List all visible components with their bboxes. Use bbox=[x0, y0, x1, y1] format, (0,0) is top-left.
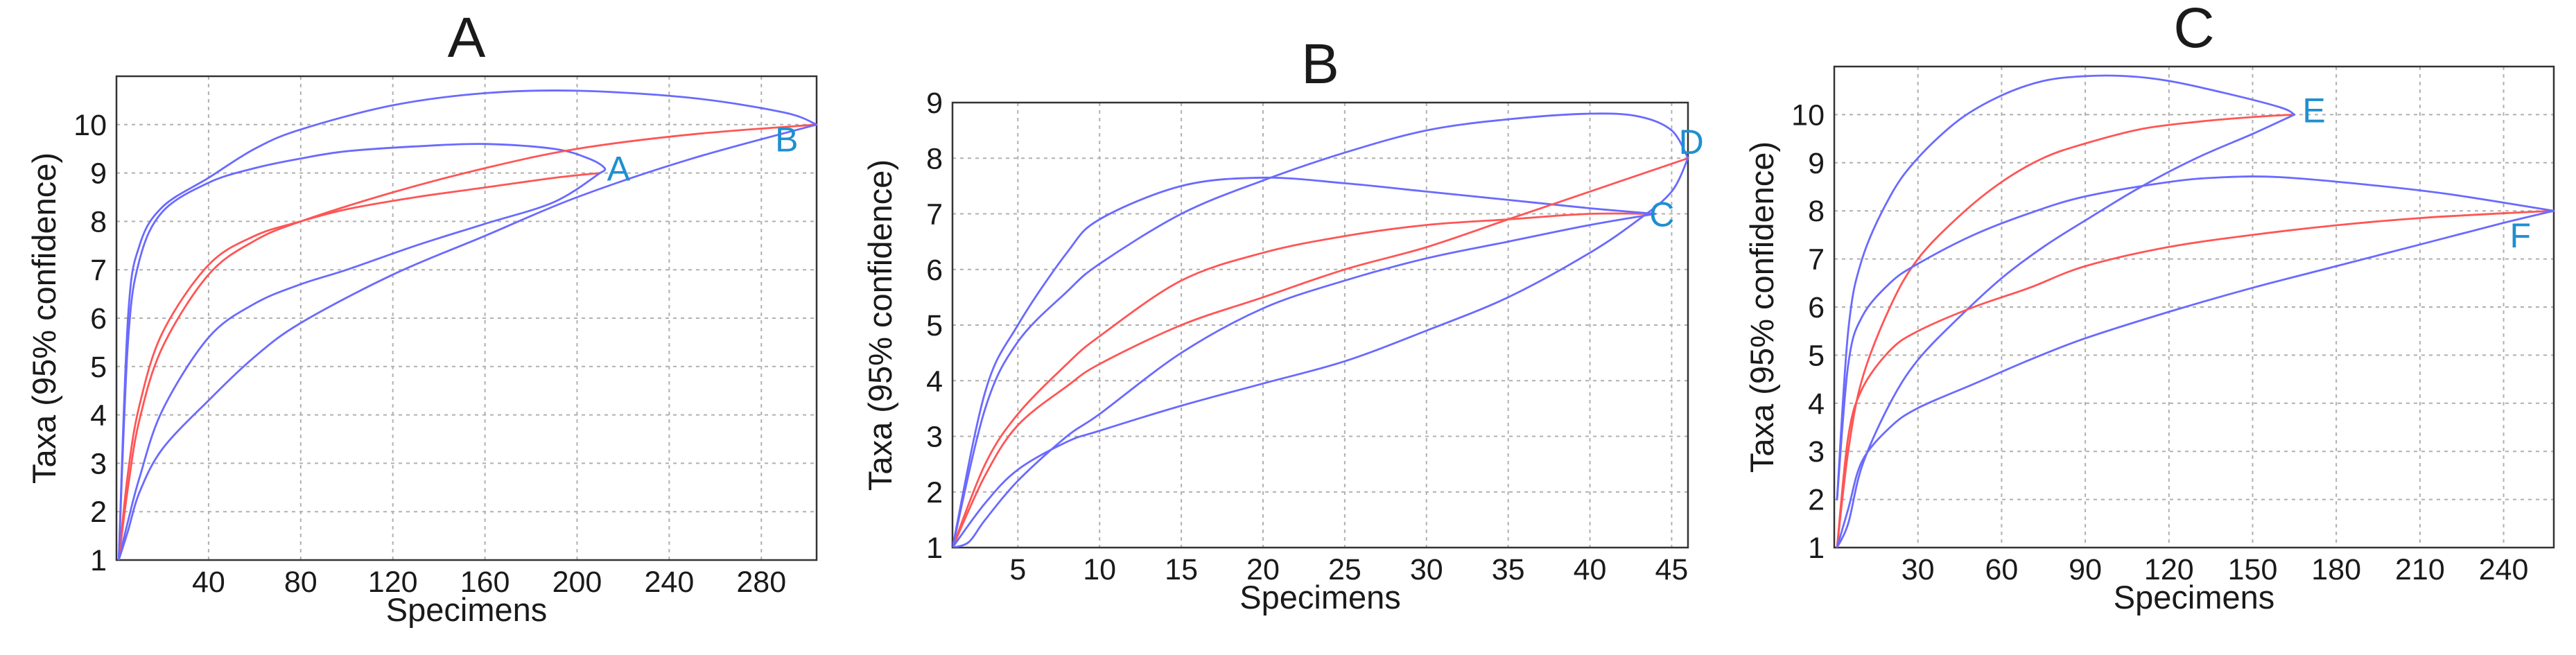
x-tick-label: 180 bbox=[2311, 553, 2361, 586]
x-tick-label: 25 bbox=[1328, 553, 1361, 586]
y-tick-label: 6 bbox=[90, 302, 107, 335]
curve-annotation: D bbox=[1679, 123, 1704, 161]
y-tick-label: 1 bbox=[1808, 532, 1825, 565]
y-axis-label: Taxa (95% confidence) bbox=[1743, 141, 1780, 473]
y-tick-label: 10 bbox=[73, 109, 107, 142]
chart-panel-b: 5 10 15 20 25 30 35 40 45123456789SpecimensTaxa … bbox=[862, 33, 1704, 615]
series-line-f-lower bbox=[1836, 209, 2555, 548]
series-line-b-mean bbox=[117, 123, 818, 560]
y-tick-label: 1 bbox=[90, 544, 107, 577]
x-tick-label: 40 bbox=[1574, 553, 1607, 586]
series-line-c-upper bbox=[952, 176, 1657, 548]
x-tick-label: 40 bbox=[192, 566, 225, 599]
curve-annotation: C bbox=[1649, 195, 1674, 234]
chart-title: C bbox=[2173, 0, 2214, 60]
y-tick-label: 9 bbox=[90, 157, 107, 191]
y-tick-label: 8 bbox=[1808, 195, 1825, 228]
series-line-c-lower bbox=[952, 213, 1657, 548]
x-tick-label: 30 bbox=[1410, 553, 1443, 586]
curve-annotation: F bbox=[2509, 216, 2531, 255]
curve-annotation: B bbox=[775, 121, 798, 159]
y-tick-label: 9 bbox=[926, 87, 943, 120]
x-axis-label: Specimens bbox=[1239, 579, 1401, 615]
x-tick-label: 30 bbox=[1901, 553, 1935, 586]
x-tick-label: 160 bbox=[460, 566, 510, 599]
chart-panel-c: 30 60 90 120 150 180 210 240 1 2 3 4 5 6 7 8 9 10 Specimen… bbox=[1743, 0, 2555, 615]
chart-title: B bbox=[1301, 33, 1339, 96]
y-tick-label: 2 bbox=[1808, 484, 1825, 517]
y-tick-label: 7 bbox=[90, 254, 107, 287]
curve-annotation: E bbox=[2302, 91, 2325, 130]
y-tick-label: 1 bbox=[926, 532, 943, 565]
series-line-d-upper bbox=[952, 112, 1689, 548]
series-group bbox=[952, 112, 1689, 548]
chart-panel-a: 40 80 120 160 200 240 280 1 2 3 4 5 6 7 8 9 10 Specimens T… bbox=[26, 6, 818, 628]
y-tick-label: 4 bbox=[90, 399, 107, 433]
x-axis-label: Specimens bbox=[386, 591, 548, 628]
y-tick-label: 5 bbox=[926, 309, 943, 342]
y-tick-label: 10 bbox=[1791, 98, 1825, 132]
curve-annotation: A bbox=[607, 150, 631, 189]
plot-frame bbox=[115, 75, 818, 561]
y-tick-label: 6 bbox=[926, 254, 943, 287]
y-tick-label: 3 bbox=[926, 421, 943, 454]
series-line-e-lower bbox=[1836, 114, 2296, 548]
x-tick-label: 35 bbox=[1492, 553, 1525, 586]
series-line-e-mean bbox=[1836, 114, 2296, 548]
x-tick-label: 5 bbox=[1009, 553, 1026, 586]
y-tick-label: 5 bbox=[90, 351, 107, 384]
x-tick-label: 45 bbox=[1655, 553, 1689, 586]
x-tick-label: 10 bbox=[1083, 553, 1116, 586]
x-tick-label: 120 bbox=[2144, 553, 2194, 586]
y-tick-label: 6 bbox=[1808, 291, 1825, 324]
plot-frame bbox=[951, 101, 1689, 549]
y-tick-label: 9 bbox=[1808, 147, 1825, 180]
x-tick-label: 280 bbox=[736, 566, 786, 599]
series-group bbox=[1836, 74, 2555, 548]
y-tick-label: 2 bbox=[926, 476, 943, 509]
chart-title: A bbox=[448, 6, 486, 69]
x-tick-label: 15 bbox=[1165, 553, 1198, 586]
x-tick-label: 210 bbox=[2395, 553, 2445, 586]
plot-frame bbox=[1833, 65, 2555, 549]
series-line-d-mean bbox=[952, 157, 1689, 548]
series-line-b-lower bbox=[117, 123, 818, 560]
x-tick-label: 80 bbox=[284, 566, 317, 599]
x-tick-label: 150 bbox=[2228, 553, 2278, 586]
y-tick-label: 5 bbox=[1808, 339, 1825, 372]
x-axis-label: Specimens bbox=[2114, 579, 2275, 615]
x-tick-label: 60 bbox=[1985, 553, 2018, 586]
y-axis-label: Taxa (95% confidence) bbox=[862, 159, 898, 491]
series-group bbox=[117, 89, 818, 560]
series-line-d-lower bbox=[952, 157, 1689, 548]
series-line-a-mean bbox=[117, 172, 602, 560]
y-tick-label: 3 bbox=[90, 447, 107, 480]
y-tick-label: 4 bbox=[926, 365, 943, 398]
x-tick-label: 240 bbox=[2479, 553, 2529, 586]
x-tick-label: 240 bbox=[644, 566, 694, 599]
y-tick-label: 8 bbox=[926, 142, 943, 175]
series-line-f-mean bbox=[1836, 209, 2555, 548]
y-tick-label: 3 bbox=[1808, 435, 1825, 469]
y-tick-label: 7 bbox=[1808, 243, 1825, 277]
series-line-e-upper bbox=[1836, 74, 2296, 500]
y-axis-label: Taxa (95% confidence) bbox=[26, 152, 62, 484]
x-tick-label: 120 bbox=[368, 566, 418, 599]
y-tick-label: 2 bbox=[90, 496, 107, 529]
series-line-f-upper bbox=[1836, 175, 2555, 500]
x-tick-label: 20 bbox=[1246, 553, 1280, 586]
series-line-a-lower bbox=[117, 172, 602, 560]
x-tick-label: 200 bbox=[552, 566, 602, 599]
x-tick-label: 90 bbox=[2069, 553, 2102, 586]
y-tick-label: 7 bbox=[926, 198, 943, 232]
series-line-b-upper bbox=[117, 89, 818, 560]
y-tick-label: 8 bbox=[90, 205, 107, 238]
y-tick-label: 4 bbox=[1808, 387, 1825, 421]
series-line-a-upper bbox=[117, 143, 607, 560]
